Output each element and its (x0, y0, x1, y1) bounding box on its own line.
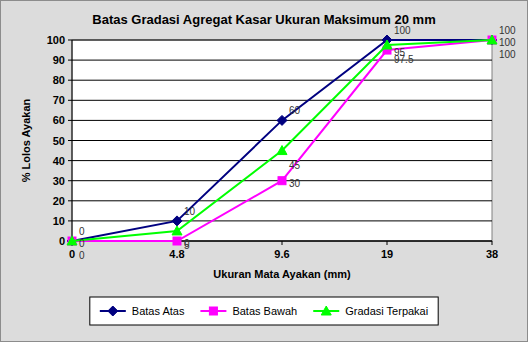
legend-label: Batas Bawah (232, 305, 297, 317)
chart-title: Batas Gradasi Agregat Kasar Ukuran Maksi… (92, 12, 435, 27)
series-marker (277, 115, 287, 125)
x-tick (387, 241, 388, 245)
y-tick-label: 40 (53, 155, 65, 167)
x-tick (492, 241, 493, 245)
data-label: 45 (289, 160, 301, 171)
y-tick (68, 60, 72, 61)
x-axis-title: Ukuran Mata Ayakan (mm) (213, 268, 351, 280)
series-marker (488, 36, 496, 44)
data-label: 5 (184, 240, 190, 251)
legend-item: Batas Atas (100, 305, 185, 317)
x-tick (282, 241, 283, 245)
data-label: 100 (499, 25, 516, 36)
legend-box (90, 297, 438, 325)
x-tick-label: 4.8 (169, 248, 184, 260)
series-marker (277, 146, 287, 155)
legend-marker (108, 306, 118, 316)
legend-label: Batas Atas (132, 305, 185, 317)
legend-label: Gradasi Terpakai (345, 305, 428, 317)
legend: Batas Atas Batas Bawah Gradasi Terpakai (90, 297, 438, 325)
grid-line (72, 220, 492, 221)
chart-background (1, 1, 528, 342)
data-label: 97.5 (394, 54, 414, 65)
data-label: 60 (289, 105, 301, 116)
y-tick-label: 70 (53, 94, 65, 106)
y-tick-label: 50 (53, 135, 65, 147)
series-marker (172, 216, 182, 226)
y-tick (68, 160, 72, 161)
series-line (72, 40, 492, 241)
y-tick-label: 80 (53, 74, 65, 86)
data-label: 100 (394, 25, 411, 36)
series-line (72, 40, 492, 241)
grid-line (72, 200, 492, 201)
y-tick (68, 100, 72, 101)
x-tick-label: 19 (381, 248, 393, 260)
series-marker (487, 35, 497, 44)
y-axis (72, 40, 73, 241)
x-tick-label: 38 (486, 248, 498, 260)
series-marker (278, 177, 286, 185)
grid-line (72, 60, 492, 61)
series-marker (172, 226, 182, 235)
data-label: 0 (79, 226, 85, 237)
data-label: 100 (499, 49, 516, 60)
x-tick-label: 9.6 (274, 248, 289, 260)
series-group (67, 35, 497, 246)
y-tick (68, 200, 72, 201)
labels-group: 01060100100003095100054597.5100 (79, 25, 516, 261)
y-tick-label: 60 (53, 114, 65, 126)
y-tick (68, 220, 72, 221)
grid-line (72, 140, 492, 141)
series-line (72, 40, 492, 241)
y-tick-label: 100 (47, 34, 65, 46)
data-label: 30 (289, 178, 301, 189)
data-label: 10 (184, 206, 196, 217)
series-marker (382, 40, 392, 49)
y-tick (68, 80, 72, 81)
legend-marker (321, 306, 331, 315)
chart: Batas Gradasi Agregat Kasar Ukuran Maksi… (0, 0, 528, 342)
series-marker (67, 236, 77, 245)
grid-line (72, 160, 492, 161)
y-tick-label: 0 (59, 235, 65, 247)
series-marker (68, 237, 76, 245)
legend-marker (209, 307, 217, 315)
y-tick-label: 30 (53, 175, 65, 187)
y-tick-label: 90 (53, 54, 65, 66)
data-label: 0 (79, 250, 85, 261)
y-tick-label: 20 (53, 195, 65, 207)
data-label: 100 (499, 37, 516, 48)
y-axis-title: % Lolos Ayakan (20, 98, 32, 182)
x-tick-label: 0 (69, 248, 75, 260)
y-tick-label: 10 (53, 215, 65, 227)
plot-area (72, 40, 492, 241)
legend-item: Batas Bawah (200, 305, 297, 317)
series-marker (173, 237, 181, 245)
chart-container: Batas Gradasi Agregat Kasar Ukuran Maksi… (0, 0, 528, 342)
y-tick (68, 140, 72, 141)
grid-line (72, 100, 492, 101)
y-tick (68, 180, 72, 181)
y-tick (68, 40, 72, 41)
legend-item: Gradasi Terpakai (313, 305, 428, 317)
y-tick (68, 120, 72, 121)
data-label: 0 (79, 238, 85, 249)
grid-line (72, 80, 492, 81)
